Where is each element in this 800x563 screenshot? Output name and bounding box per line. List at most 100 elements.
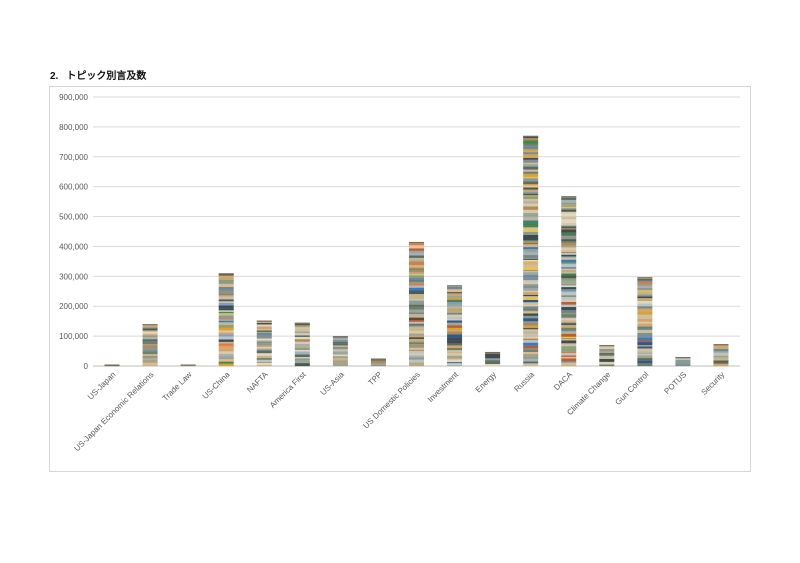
bar-segment [447, 350, 463, 352]
bar-segment [523, 285, 539, 288]
bar-segment [523, 149, 539, 152]
bar-segment [713, 351, 729, 353]
bar-segment [561, 257, 577, 260]
bar-segment [523, 305, 539, 307]
bar-segment [523, 196, 539, 199]
y-tick-label: 800,000 [59, 123, 88, 132]
bar-segment [447, 330, 463, 332]
y-tick-label: 500,000 [59, 213, 88, 222]
bar-segment [218, 302, 234, 304]
bar-segment [561, 362, 577, 366]
bar-segment [637, 323, 653, 326]
section-title: トピック別言及数 [66, 71, 147, 82]
bar-segment [523, 308, 539, 311]
bar-segment [447, 331, 463, 335]
bar-segment [447, 312, 463, 315]
bar-segment [409, 268, 424, 270]
bar-segment [523, 345, 539, 349]
bar-segment [561, 228, 577, 230]
bar-segment [561, 272, 577, 274]
bar-segment [523, 192, 539, 195]
bar-segment [523, 261, 539, 265]
bar-segment [523, 311, 539, 314]
bar-segment [447, 314, 463, 317]
bar-segment [256, 337, 272, 339]
y-tick-label: 300,000 [59, 272, 88, 281]
bar-segment [523, 335, 539, 338]
bar-segment [675, 357, 691, 361]
bar-segment [218, 286, 234, 290]
bar-segment [523, 325, 539, 328]
bar-segment [142, 359, 158, 363]
x-tick-label: US-Japan [86, 370, 118, 402]
bar-segment [523, 361, 539, 364]
bar-segment [409, 243, 424, 246]
bar-cap [409, 241, 424, 244]
bar-segment [561, 216, 577, 220]
bar-segment [332, 354, 348, 357]
bar-segment [218, 357, 234, 360]
bar-segment [332, 346, 348, 349]
x-tick-label: US-Asia [319, 370, 346, 397]
bar-segment [561, 268, 577, 270]
bar-segment [409, 347, 424, 350]
bar-segment [447, 293, 463, 296]
bar-segment [637, 326, 653, 329]
y-tick-label: 200,000 [59, 302, 88, 311]
bar-segment [523, 254, 539, 258]
bar-segment [523, 260, 539, 262]
bar-segment [523, 269, 539, 271]
bar-segment [218, 293, 234, 296]
bar-segment [523, 321, 539, 323]
bar-segment [523, 329, 539, 332]
bar-segment [561, 355, 577, 357]
bar-segment [447, 359, 463, 362]
bar-segment [142, 343, 158, 346]
bar-segment [561, 337, 577, 340]
bar-cap [104, 364, 120, 366]
bar-segment [409, 323, 424, 325]
bar-segment [218, 330, 234, 333]
bar-segment [256, 364, 272, 367]
bar-segment [523, 349, 539, 352]
bar-segment [561, 209, 577, 212]
bar-segment [523, 172, 539, 174]
bar-segment [523, 331, 539, 334]
bar-segment [599, 361, 615, 364]
bar-cap [561, 196, 577, 198]
bar-segment [523, 164, 539, 167]
bar-segment [409, 245, 424, 249]
bar-segment [561, 352, 577, 356]
bar-segment [561, 358, 577, 362]
bar-segment [447, 355, 463, 359]
bar-segment [409, 313, 424, 318]
bar-segment [409, 316, 424, 319]
bar-segment [447, 363, 463, 365]
bar-segment [523, 283, 539, 286]
bar-segment [256, 332, 272, 336]
bar-segment [332, 336, 348, 339]
bar-segment [218, 324, 234, 328]
bar-cap [485, 351, 501, 354]
bar-segment [637, 325, 653, 327]
bar-segment [675, 360, 691, 364]
bar-segment [256, 350, 272, 354]
bar-segment [294, 326, 310, 329]
bar-segment [294, 358, 310, 361]
bar-segment [142, 339, 158, 342]
bar-segment [332, 360, 348, 364]
bar-segment [561, 245, 577, 248]
bar-segment [637, 310, 653, 313]
bar-segment [409, 349, 424, 351]
bar-segment [409, 290, 424, 292]
bar-segment [142, 330, 158, 332]
bar-segment [523, 181, 539, 185]
bar-segment [561, 365, 577, 367]
bar-segment [561, 239, 577, 242]
bar-segment [409, 293, 424, 297]
bar-segment [523, 229, 539, 232]
bar-segment [447, 295, 463, 298]
bar-segment [294, 328, 310, 332]
bar-segment [523, 183, 539, 186]
bar-segment [561, 262, 577, 265]
